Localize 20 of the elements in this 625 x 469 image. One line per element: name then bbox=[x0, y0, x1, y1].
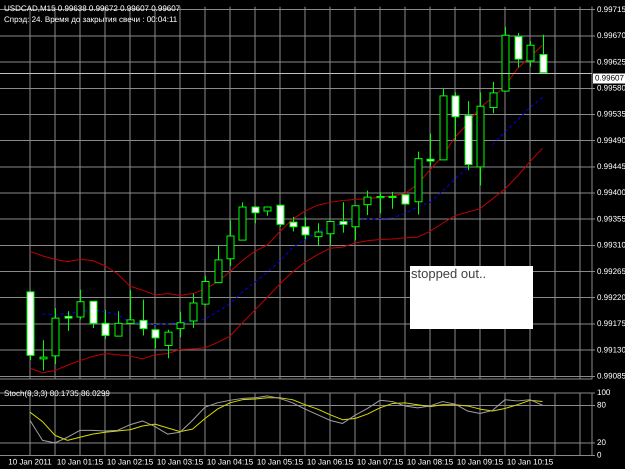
y-tick-label: 100 bbox=[597, 388, 611, 398]
x-tick-label: 10 Jan 07:15 bbox=[356, 457, 404, 466]
x-tick-label: 10 Jan 09:15 bbox=[456, 457, 504, 466]
x-tick-label: 10 Jan 2011 bbox=[8, 457, 52, 466]
x-tick-label: 10 Jan 10:15 bbox=[506, 457, 554, 466]
x-tick-label: 10 Jan 04:15 bbox=[206, 457, 254, 466]
x-tick-label: 10 Jan 01:15 bbox=[56, 457, 104, 466]
chart-title: Stoch(8,3,3) 80.1735 86.0299 bbox=[4, 389, 110, 398]
ref-line-label: 0.99607 bbox=[595, 74, 624, 83]
text: Спрэд: 24. Время до закрытия свечи : 00:04:11 bbox=[4, 15, 178, 24]
y-tick-label: 20 bbox=[597, 438, 606, 448]
x-tick-label: 10 Jan 05:15 bbox=[256, 457, 304, 466]
note-box: stopped out.. bbox=[410, 266, 533, 329]
x-tick-label: 10 Jan 02:15 bbox=[106, 457, 154, 466]
x-tick-label: 10 Jan 08:15 bbox=[406, 457, 454, 466]
y-tick-label: 80 bbox=[597, 400, 606, 410]
y-tick-label: 0 bbox=[597, 450, 602, 460]
x-tick-label: 10 Jan 03:15 bbox=[156, 457, 204, 466]
x-tick-label: 10 Jan 06:15 bbox=[306, 457, 354, 466]
chart-title: USDCAD,M15 0.99638 0.99672 0.99607 0.99607 bbox=[4, 4, 180, 13]
